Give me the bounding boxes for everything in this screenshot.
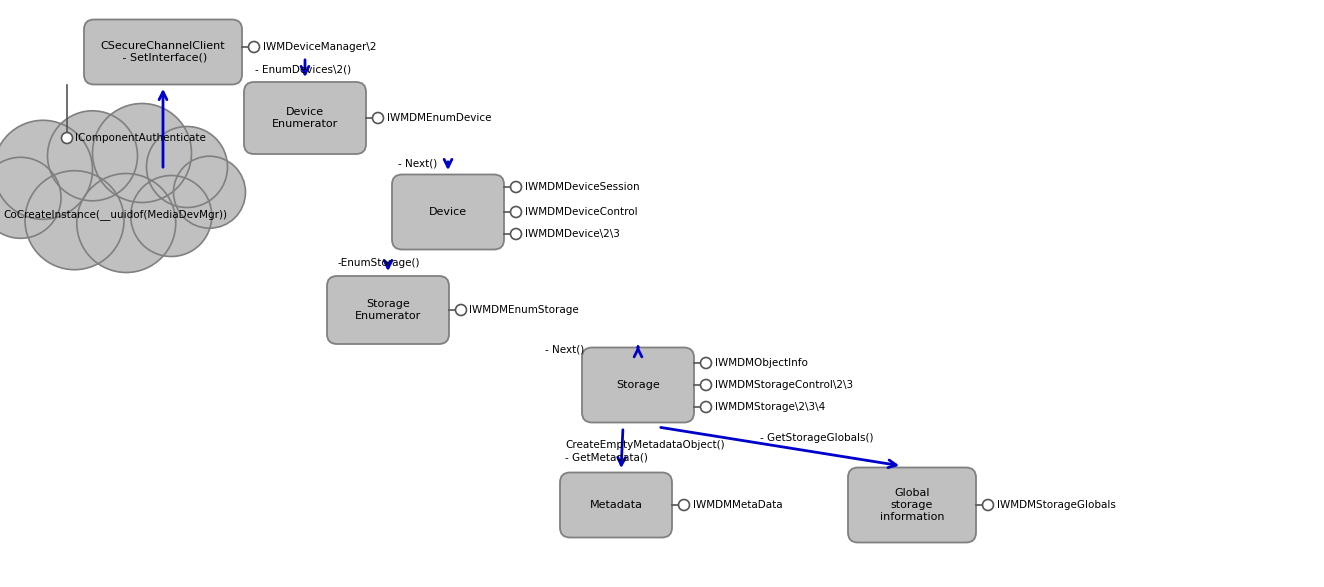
Circle shape	[700, 380, 711, 390]
Text: Storage
Enumerator: Storage Enumerator	[355, 299, 421, 321]
Text: CreateEmptyMetadataObject(): CreateEmptyMetadataObject()	[565, 440, 724, 450]
Text: IWMDMStorageGlobals: IWMDMStorageGlobals	[997, 500, 1115, 510]
FancyBboxPatch shape	[583, 348, 694, 423]
Text: Storage: Storage	[616, 380, 659, 390]
Text: IWMDMEnumStorage: IWMDMEnumStorage	[470, 305, 580, 315]
Text: IComponentAuthenticate: IComponentAuthenticate	[75, 133, 207, 143]
Text: IWMDMMetaData: IWMDMMetaData	[692, 500, 782, 510]
FancyBboxPatch shape	[560, 473, 673, 538]
Text: CSecureChannelClient
 - SetInterface(): CSecureChannelClient - SetInterface()	[101, 41, 225, 63]
Circle shape	[511, 207, 522, 218]
Text: IWMDMDevice\2\3: IWMDMDevice\2\3	[524, 229, 620, 239]
FancyBboxPatch shape	[327, 276, 449, 344]
FancyBboxPatch shape	[392, 174, 504, 249]
Text: IWMDMObjectInfo: IWMDMObjectInfo	[715, 358, 808, 368]
Text: -EnumStorage(): -EnumStorage()	[338, 258, 421, 268]
Circle shape	[173, 156, 245, 228]
Text: IWMDeviceManager\2: IWMDeviceManager\2	[262, 42, 376, 52]
Circle shape	[93, 103, 192, 203]
Circle shape	[77, 174, 176, 272]
Circle shape	[372, 113, 384, 123]
Text: Device
Enumerator: Device Enumerator	[271, 107, 338, 129]
Text: Metadata: Metadata	[589, 500, 642, 510]
Text: - GetStorageGlobals(): - GetStorageGlobals()	[760, 433, 874, 443]
Text: IWMDMEnumDevice: IWMDMEnumDevice	[387, 113, 491, 123]
Circle shape	[0, 120, 93, 220]
Text: Device: Device	[429, 207, 467, 217]
Text: - Next(): - Next()	[545, 345, 584, 355]
Text: - Next(): - Next()	[399, 158, 437, 168]
Circle shape	[982, 500, 993, 511]
Circle shape	[48, 111, 138, 201]
Text: Global
storage
information: Global storage information	[879, 488, 944, 522]
Text: - EnumDevices\2(): - EnumDevices\2()	[256, 65, 351, 75]
Text: IWMDMStorageControl\2\3: IWMDMStorageControl\2\3	[715, 380, 853, 390]
FancyBboxPatch shape	[83, 19, 242, 85]
Circle shape	[61, 133, 73, 143]
Circle shape	[700, 402, 711, 413]
Circle shape	[678, 500, 690, 511]
Circle shape	[249, 42, 260, 52]
Text: IWMDMStorage\2\3\4: IWMDMStorage\2\3\4	[715, 402, 825, 412]
FancyBboxPatch shape	[244, 82, 365, 154]
Circle shape	[700, 357, 711, 369]
Circle shape	[511, 228, 522, 239]
Circle shape	[511, 181, 522, 193]
FancyBboxPatch shape	[847, 467, 976, 542]
Circle shape	[0, 157, 61, 238]
Text: IWMDMDeviceSession: IWMDMDeviceSession	[524, 182, 639, 192]
Circle shape	[455, 305, 466, 315]
Circle shape	[147, 127, 228, 207]
Text: - GetMetadata(): - GetMetadata()	[565, 453, 647, 463]
Circle shape	[25, 171, 124, 269]
Text: CoCreateInstance(__uuidof(MediaDevMgr)): CoCreateInstance(__uuidof(MediaDevMgr))	[3, 210, 226, 221]
Circle shape	[131, 176, 212, 257]
Text: IWMDMDeviceControl: IWMDMDeviceControl	[524, 207, 637, 217]
